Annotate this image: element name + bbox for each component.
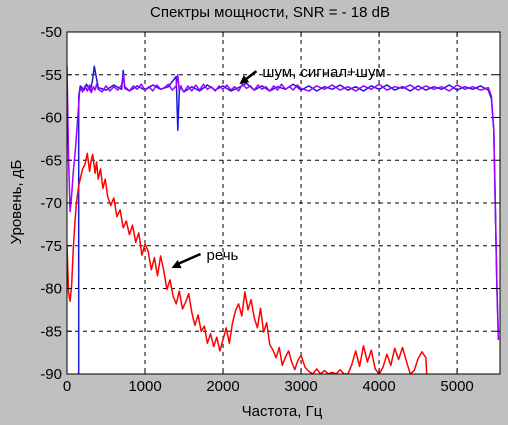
y-tick-label: -90	[40, 366, 62, 383]
x-tick-label: 0	[63, 378, 71, 395]
x-tick-label: 5000	[440, 378, 473, 395]
y-tick-label: -50	[40, 24, 62, 41]
x-tick-label: 2000	[206, 378, 239, 395]
y-tick-label: -80	[40, 281, 62, 298]
x-tick-label: 4000	[362, 378, 395, 395]
x-tick-label: 1000	[128, 378, 161, 395]
y-tick-label: -65	[40, 152, 62, 169]
annotation-arrowhead-2	[171, 260, 182, 269]
y-tick-label: -85	[40, 323, 62, 340]
y-tick-label: -70	[40, 195, 62, 212]
series-line-2	[67, 152, 428, 374]
annotation-label-1: шум, сигнал+шум	[262, 64, 385, 81]
series-line-3	[67, 66, 500, 340]
y-tick-label: -75	[40, 238, 62, 255]
x-axis-label: Частота, Гц	[242, 403, 323, 420]
x-tick-label: 3000	[284, 378, 317, 395]
y-tick-label: -55	[40, 67, 62, 84]
chart-title: Спектры мощности, SNR = - 18 dB	[150, 4, 390, 21]
annotation-arrowhead-1	[239, 75, 250, 85]
y-tick-label: -60	[40, 110, 62, 127]
annotation-label-2: речь	[207, 247, 239, 264]
annotation-arrow-2	[175, 252, 202, 267]
y-axis-label: Уровень, дБ	[8, 159, 25, 244]
